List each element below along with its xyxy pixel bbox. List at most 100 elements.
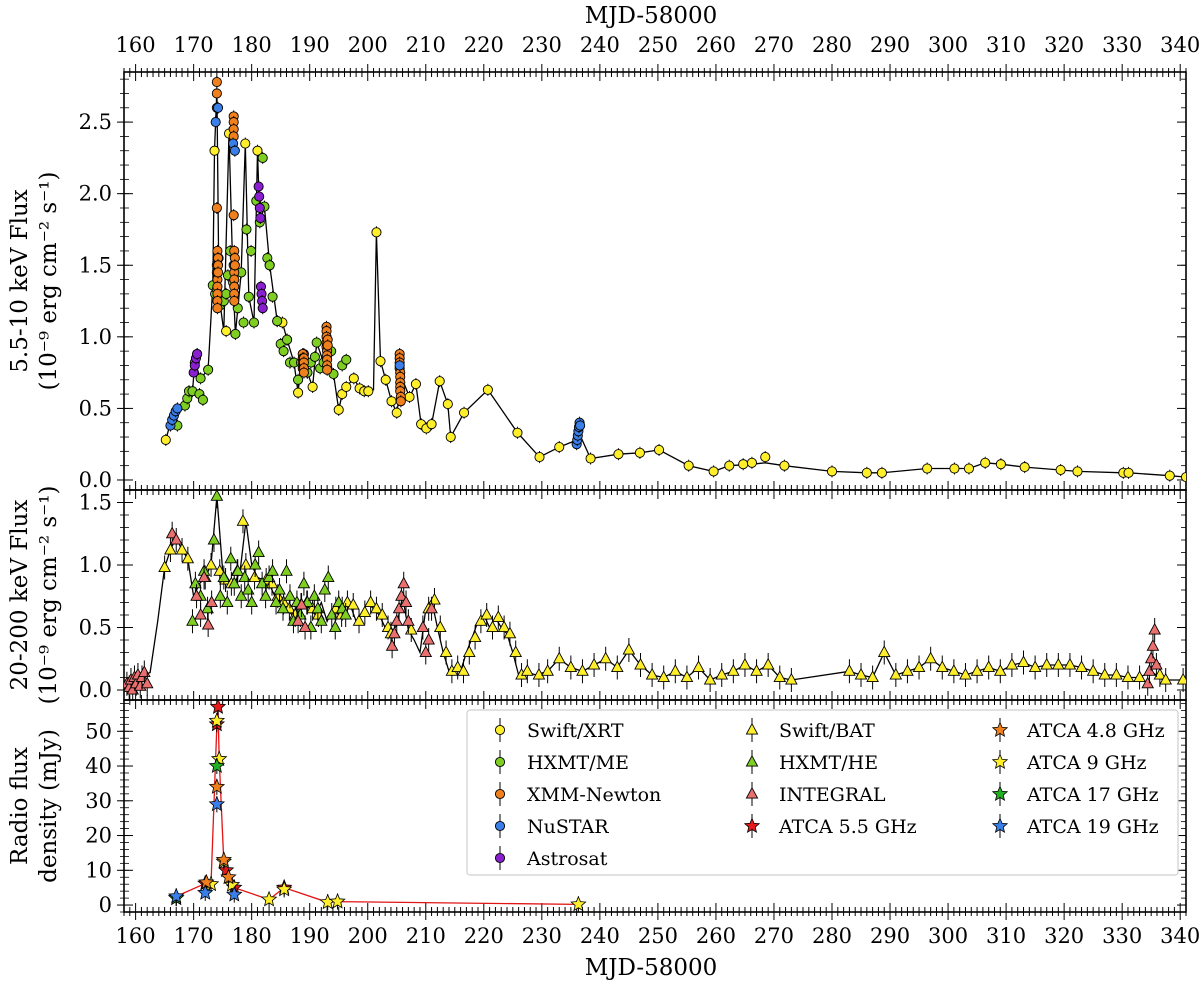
panel-xray-hard: 0.0 0.5 1.0 1.5 20-200 keV Flux (10⁻⁹ erg cm⁻… [7, 485, 1187, 705]
x-tick-label: 310 [986, 33, 1026, 57]
data-point [246, 245, 257, 256]
data-point [209, 700, 227, 714]
x-tick-label: 240 [580, 33, 620, 57]
data-point [390, 614, 404, 626]
data-point [442, 399, 453, 410]
panel-frame [123, 699, 1187, 913]
data-point [241, 582, 255, 595]
data-point [668, 664, 682, 676]
legend-label: ATCA 4.8 GHz [1026, 720, 1165, 742]
data-point [370, 601, 383, 614]
data-point [273, 582, 286, 595]
data-point [866, 670, 879, 682]
data-point [255, 212, 266, 224]
data-point [426, 419, 437, 430]
connecting-line [126, 496, 1184, 685]
data-point [1143, 664, 1156, 676]
data-point [715, 667, 729, 680]
data-point [164, 542, 177, 555]
data-point [1098, 667, 1112, 680]
data-point [1141, 676, 1155, 689]
data-point [239, 557, 253, 570]
data-point [433, 620, 447, 632]
data-point [158, 560, 171, 572]
data-point [457, 664, 470, 676]
legend-label: Swift/XRT [527, 720, 624, 742]
data-point [959, 667, 972, 680]
data-point [276, 601, 290, 614]
data-point [358, 605, 372, 617]
y-tick-label: 40 [85, 754, 112, 778]
data-point [439, 645, 453, 657]
data-point [212, 303, 223, 314]
data-point [363, 386, 374, 397]
data-point [307, 381, 318, 392]
legend-marker [743, 817, 761, 833]
data-point [683, 460, 694, 471]
data-point [220, 595, 234, 607]
plot-area [168, 700, 587, 912]
data-point [245, 595, 259, 607]
data-point [1019, 462, 1030, 473]
data-point [181, 551, 195, 564]
x-tick-label: 240 [580, 924, 620, 948]
data-point [982, 660, 996, 672]
data-point [223, 876, 241, 892]
data-point [587, 657, 601, 670]
data-point [708, 466, 719, 477]
data-point [1110, 667, 1123, 680]
data-point [445, 431, 456, 443]
x-tick-label: 250 [638, 924, 678, 948]
data-point [912, 660, 926, 672]
x-tick-label: 260 [696, 33, 736, 57]
data-point [599, 651, 613, 664]
data-point [325, 607, 339, 620]
data-point [391, 407, 402, 418]
data-point [724, 460, 735, 471]
y-tick-label: 10 [85, 858, 112, 882]
data-point [322, 340, 333, 351]
data-point [259, 589, 272, 601]
data-point [826, 466, 838, 477]
data-point [220, 868, 237, 885]
data-point [197, 570, 211, 582]
data-point [1180, 472, 1186, 483]
data-point [1146, 639, 1160, 651]
data-point [935, 660, 949, 672]
data-point [253, 181, 264, 192]
data-point [195, 373, 206, 384]
data-point [194, 607, 207, 620]
data-point [995, 459, 1006, 470]
data-point [399, 595, 413, 607]
data-point [1040, 657, 1054, 670]
y-axis-title-line2: density (mJy) [36, 729, 62, 883]
data-point [192, 348, 203, 360]
data-point [575, 420, 586, 431]
data-point [137, 665, 151, 677]
x-tick-label: 160 [116, 33, 156, 57]
data-point [410, 379, 421, 390]
data-point [1148, 622, 1161, 635]
x-tick-label: 260 [696, 924, 736, 948]
legend-label: ATCA 9 GHz [1026, 752, 1147, 774]
data-point [727, 664, 740, 676]
data-point [451, 660, 465, 672]
legend-marker [494, 756, 506, 768]
data-point [861, 467, 872, 478]
data-point [254, 191, 265, 202]
x-tick-label: 210 [406, 33, 446, 57]
series-atca-4-8-ghz [198, 778, 237, 891]
data-point [208, 795, 226, 812]
data-point [211, 88, 222, 99]
data-point [348, 373, 359, 384]
data-point [773, 670, 787, 682]
data-point [341, 381, 352, 392]
series-atca-19-ghz [168, 795, 243, 905]
data-point [1017, 655, 1030, 667]
data-point [229, 295, 240, 307]
data-point [211, 76, 222, 88]
x-tick-label: 190 [290, 924, 330, 948]
data-point [1055, 464, 1066, 476]
data-point [212, 102, 224, 113]
data-point [1028, 660, 1042, 672]
